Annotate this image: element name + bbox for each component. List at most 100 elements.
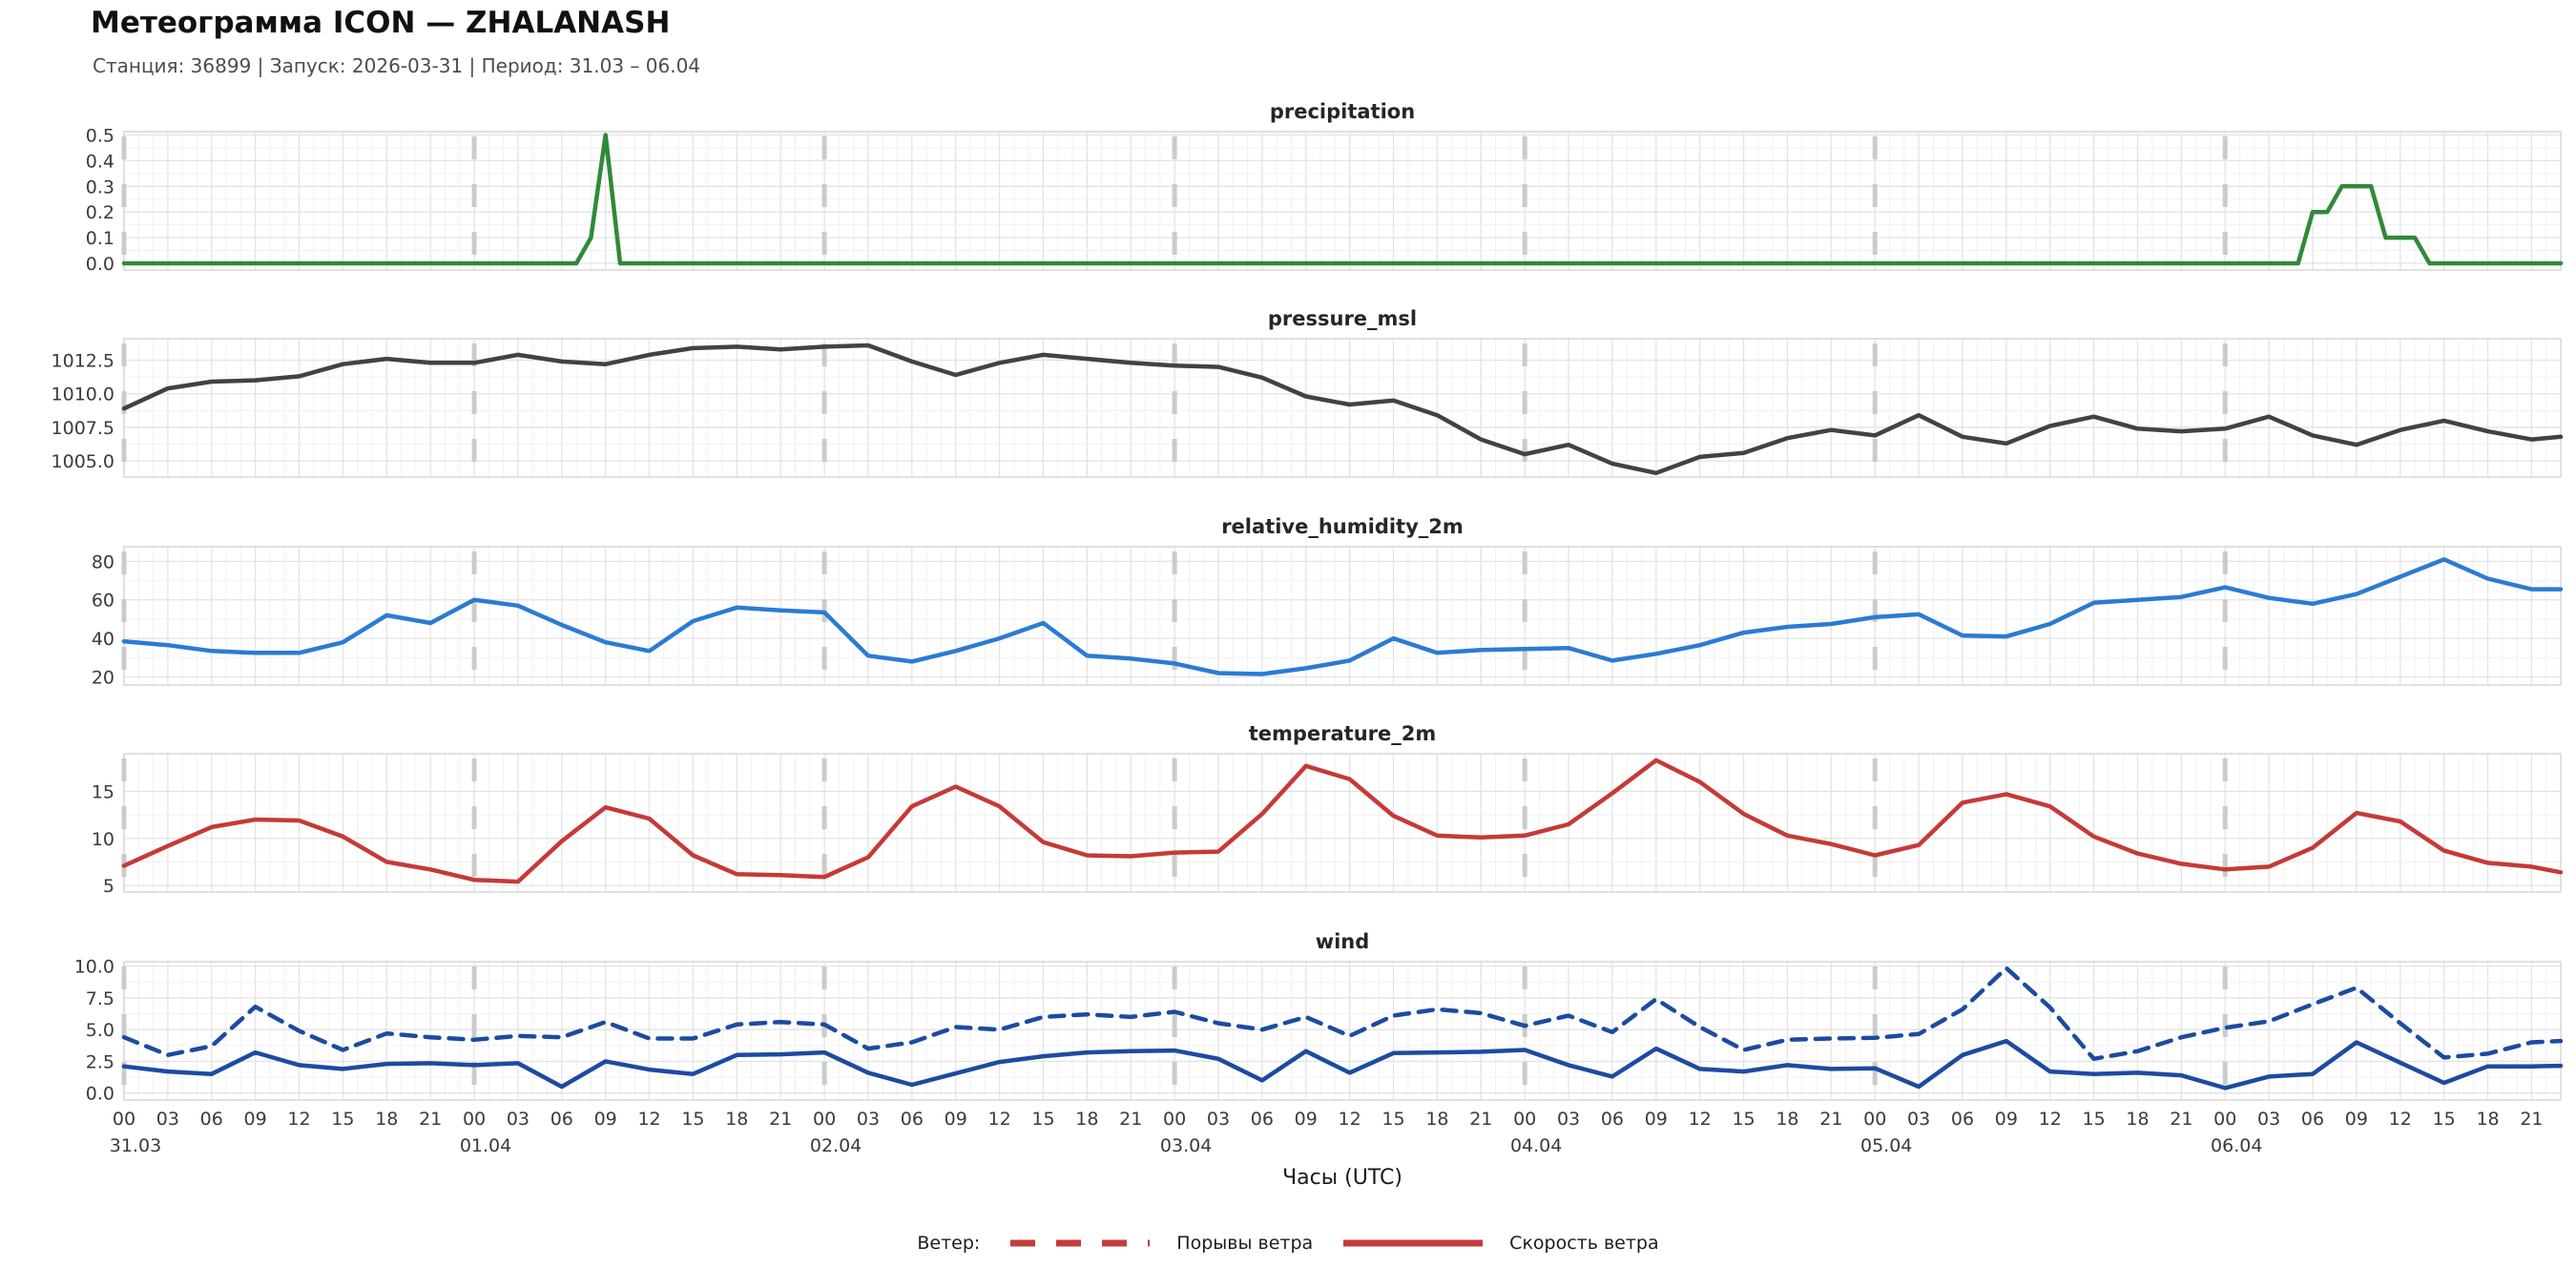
svg-text:21: 21 — [419, 1109, 442, 1130]
svg-text:06: 06 — [901, 1109, 924, 1130]
svg-text:06: 06 — [1251, 1109, 1274, 1130]
svg-text:15: 15 — [2433, 1109, 2456, 1130]
svg-text:7.5: 7.5 — [86, 988, 114, 1009]
svg-text:15: 15 — [681, 1109, 704, 1130]
svg-text:21: 21 — [769, 1109, 792, 1130]
svg-text:06.04: 06.04 — [2211, 1135, 2262, 1156]
svg-text:21: 21 — [2170, 1109, 2192, 1130]
svg-text:01.04: 01.04 — [460, 1135, 511, 1156]
page-subtitle: Станция: 36899 | Запуск: 2026-03-31 | Пе… — [93, 54, 701, 77]
svg-text:12: 12 — [637, 1109, 660, 1130]
legend-item-gusts: Порывы ветра — [1008, 1233, 1313, 1254]
svg-text:03: 03 — [507, 1109, 530, 1130]
svg-text:21: 21 — [1469, 1109, 1492, 1130]
svg-text:12: 12 — [988, 1109, 1011, 1130]
svg-text:15: 15 — [2083, 1109, 2106, 1130]
svg-text:18: 18 — [1776, 1109, 1798, 1130]
svg-text:02.04: 02.04 — [810, 1135, 862, 1156]
pressure-chart: 1005.0 1007.5 1010.0 1012.5 — [52, 338, 2564, 478]
svg-text:15: 15 — [1381, 1109, 1404, 1130]
svg-text:1012.5: 1012.5 — [52, 351, 114, 372]
svg-text:15: 15 — [92, 781, 114, 802]
wind-legend: Ветер: Порывы ветра Скорость ветра — [0, 1233, 2576, 1254]
svg-text:03.04: 03.04 — [1160, 1135, 1212, 1156]
svg-text:06: 06 — [1951, 1109, 1974, 1130]
svg-text:5.0: 5.0 — [86, 1020, 114, 1041]
svg-text:1010.0: 1010.0 — [52, 384, 114, 405]
svg-text:04.04: 04.04 — [1510, 1135, 1562, 1156]
svg-text:03: 03 — [857, 1109, 880, 1130]
legend-title: Ветер: — [917, 1233, 981, 1254]
svg-text:1005.0: 1005.0 — [52, 451, 114, 472]
svg-text:00: 00 — [113, 1109, 135, 1130]
svg-text:06: 06 — [2301, 1109, 2324, 1130]
svg-text:00: 00 — [813, 1109, 836, 1130]
svg-text:0.5: 0.5 — [86, 129, 114, 146]
panel-title-pressure: pressure_msl — [1267, 307, 1418, 330]
svg-text:20: 20 — [92, 668, 114, 689]
svg-text:00: 00 — [1513, 1109, 1536, 1130]
precipitation-chart: 0.0 0.1 0.2 0.3 0.4 0.5 — [86, 129, 2564, 275]
svg-text:21: 21 — [1119, 1109, 1142, 1130]
panel-title-wind: wind — [1315, 930, 1370, 953]
svg-text:10: 10 — [92, 829, 114, 850]
svg-text:18: 18 — [2476, 1109, 2499, 1130]
svg-text:03: 03 — [1557, 1109, 1580, 1130]
svg-text:0.0: 0.0 — [86, 254, 114, 275]
svg-text:09: 09 — [2345, 1109, 2368, 1130]
svg-text:09: 09 — [1995, 1109, 2018, 1130]
svg-text:18: 18 — [1075, 1109, 1098, 1130]
svg-text:03: 03 — [1907, 1109, 1930, 1130]
legend-item-gusts-label: Порывы ветра — [1176, 1233, 1314, 1254]
svg-text:40: 40 — [92, 629, 114, 650]
svg-text:15: 15 — [331, 1109, 354, 1130]
svg-text:00: 00 — [1163, 1109, 1186, 1130]
svg-text:60: 60 — [92, 591, 114, 612]
svg-text:0.2: 0.2 — [86, 202, 114, 223]
legend-item-speed-label: Скорость ветра — [1509, 1233, 1659, 1254]
svg-text:18: 18 — [725, 1109, 748, 1130]
svg-text:15: 15 — [1031, 1109, 1054, 1130]
svg-text:12: 12 — [1689, 1109, 1712, 1130]
legend-item-speed: Скорость ветра — [1341, 1233, 1659, 1254]
humidity-chart: 20 40 60 80 — [92, 546, 2564, 689]
wind-chart: 0.0 2.5 5.0 7.5 10.0 00 03 06 09 12 15 18 21 31.03 00 0… — [74, 959, 2564, 1156]
svg-text:80: 80 — [92, 551, 114, 572]
svg-text:18: 18 — [2126, 1109, 2149, 1130]
svg-text:09: 09 — [244, 1109, 267, 1130]
svg-text:09: 09 — [1295, 1109, 1318, 1130]
svg-text:09: 09 — [594, 1109, 617, 1130]
svg-text:18: 18 — [375, 1109, 398, 1130]
svg-text:00: 00 — [463, 1109, 486, 1130]
svg-text:09: 09 — [945, 1109, 967, 1130]
svg-text:21: 21 — [2520, 1109, 2543, 1130]
x-axis-label: Часы (UTC) — [1282, 1166, 1402, 1190]
svg-text:15: 15 — [1732, 1109, 1755, 1130]
svg-text:09: 09 — [1645, 1109, 1668, 1130]
svg-text:0.0: 0.0 — [86, 1084, 114, 1105]
svg-text:2.5: 2.5 — [86, 1051, 114, 1072]
svg-text:12: 12 — [1339, 1109, 1361, 1130]
svg-text:0.4: 0.4 — [86, 151, 114, 172]
svg-text:00: 00 — [2213, 1109, 2236, 1130]
svg-text:10.0: 10.0 — [74, 959, 114, 978]
svg-text:00: 00 — [1863, 1109, 1886, 1130]
speed-solid-line-swatch — [1343, 1239, 1484, 1247]
svg-text:03: 03 — [1207, 1109, 1230, 1130]
svg-text:06: 06 — [1601, 1109, 1624, 1130]
svg-text:12: 12 — [287, 1109, 310, 1130]
panel-title-humidity: relative_humidity_2m — [1221, 515, 1464, 538]
svg-text:03: 03 — [2257, 1109, 2280, 1130]
svg-text:06: 06 — [551, 1109, 573, 1130]
svg-text:5: 5 — [103, 876, 114, 897]
svg-text:21: 21 — [1819, 1109, 1842, 1130]
svg-text:03: 03 — [156, 1109, 179, 1130]
svg-text:06: 06 — [200, 1109, 223, 1130]
svg-text:12: 12 — [2039, 1109, 2062, 1130]
svg-text:1007.5: 1007.5 — [52, 418, 114, 439]
page-title: Метеограмма ICON — ZHALANASH — [91, 6, 671, 40]
svg-text:05.04: 05.04 — [1860, 1135, 1912, 1156]
temperature-chart: 5 10 15 — [92, 753, 2564, 897]
panel-title-precipitation: precipitation — [1269, 100, 1416, 123]
